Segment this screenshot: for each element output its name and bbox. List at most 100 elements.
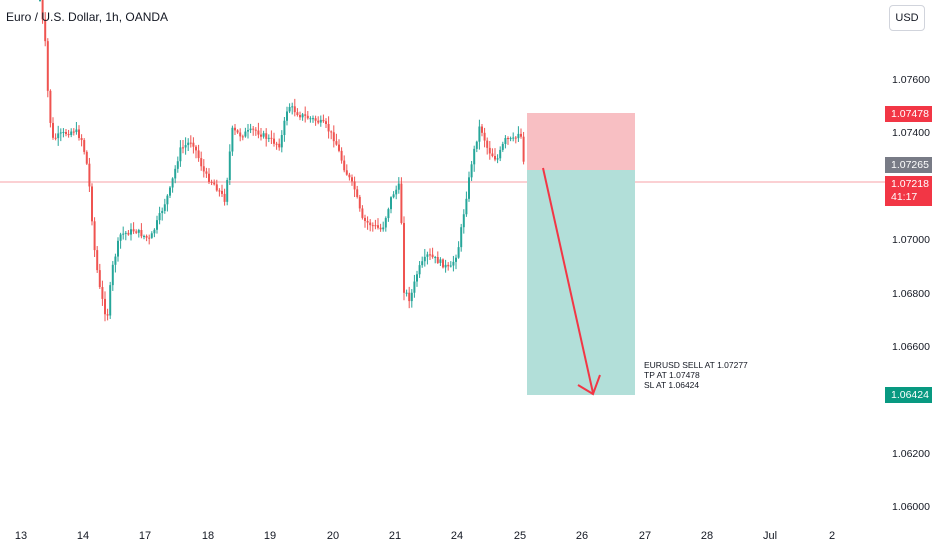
sell-arrow-head	[577, 374, 601, 396]
candle-body	[41, 0, 44, 20]
candle-body	[98, 270, 101, 288]
candle-body	[462, 214, 465, 228]
candle-body	[514, 137, 517, 139]
time-tick: 14	[76, 530, 90, 542]
candle-body	[135, 231, 138, 233]
candle-body	[442, 259, 444, 268]
candle-body	[210, 181, 213, 183]
candle-body	[314, 118, 317, 121]
time-tick: 17	[138, 530, 152, 542]
candle-body	[377, 225, 379, 228]
candle-body	[119, 234, 122, 241]
price-tick: 1.06600	[892, 341, 930, 353]
candle-body	[153, 229, 156, 234]
candle-body	[202, 166, 205, 172]
current-price-value: 1.07218	[891, 178, 929, 190]
candle-body	[91, 186, 93, 222]
candle-body	[200, 158, 203, 167]
time-tick: 20	[326, 530, 340, 542]
candle-body	[52, 122, 54, 138]
candle-body	[348, 174, 351, 178]
candle-body	[62, 132, 65, 134]
candle-body	[382, 227, 385, 230]
candle-body	[148, 237, 151, 239]
candle-body	[426, 254, 429, 257]
candle-body	[361, 208, 364, 218]
candle-body	[231, 127, 234, 152]
candle-body	[265, 133, 268, 139]
candle-body	[317, 120, 320, 123]
price-tick: 1.07600	[892, 74, 930, 86]
candle-body	[65, 132, 67, 135]
candle-body	[54, 137, 57, 139]
candle-body	[270, 137, 273, 139]
candle-body	[408, 292, 411, 302]
candle-body	[309, 118, 312, 120]
candle-body	[522, 136, 525, 162]
currency-button[interactable]: USD	[889, 5, 925, 31]
candle-body	[156, 220, 158, 230]
candle-body	[429, 254, 431, 256]
candle-body	[223, 193, 226, 202]
bar-countdown: 41:17	[891, 191, 918, 203]
candle-body	[75, 129, 78, 133]
candle-body	[322, 119, 325, 122]
candle-body	[364, 217, 366, 221]
candle-body	[280, 135, 283, 148]
time-tick: 24	[450, 530, 464, 542]
candle-body	[257, 130, 260, 135]
trade-note: EURUSD SELL AT 1.07277 TP AT 1.07478 SL …	[644, 360, 748, 390]
candle-body	[228, 151, 231, 180]
candle-body	[423, 256, 426, 262]
candle-body	[260, 134, 262, 137]
note-line: SL AT 1.06424	[644, 380, 700, 390]
candle-body	[114, 256, 117, 265]
time-tick: 2	[828, 530, 836, 542]
candle-body	[455, 257, 457, 262]
time-tick: 13	[14, 530, 28, 542]
candle-body	[109, 285, 112, 316]
candle-body	[49, 90, 52, 123]
candle-body	[366, 220, 369, 223]
candle-body	[338, 144, 340, 151]
candle-body	[286, 111, 288, 121]
candle-body	[171, 178, 174, 188]
time-tick: 21	[388, 530, 402, 542]
entry-tag: 1.07265	[885, 157, 932, 173]
candle-body	[192, 142, 195, 147]
candle-body	[226, 179, 229, 202]
candle-body	[57, 133, 60, 139]
price-tick: 1.06800	[892, 288, 930, 300]
candle-body	[390, 197, 392, 210]
candle-body	[122, 233, 125, 235]
candle-body	[468, 177, 470, 199]
candle-body	[111, 264, 114, 286]
price-tick: 1.07400	[892, 127, 930, 139]
time-tick: 18	[201, 530, 215, 542]
candle-body	[296, 112, 299, 116]
time-tick: 19	[263, 530, 277, 542]
candle-body	[330, 131, 333, 133]
candle-body	[80, 138, 83, 141]
candle-body	[501, 143, 504, 150]
candle-body	[140, 230, 143, 237]
candle-body	[293, 106, 296, 113]
candle-body	[457, 247, 460, 258]
candle-body	[130, 229, 132, 235]
candle-body	[340, 150, 343, 161]
candle-body	[249, 128, 252, 131]
candle-body	[517, 133, 520, 139]
price-tick: 1.06000	[892, 501, 930, 513]
candle-body	[421, 261, 424, 266]
candle-body	[356, 189, 359, 197]
candle-body	[83, 140, 86, 152]
note-line: TP AT 1.07478	[644, 370, 700, 380]
sell-arrow-line	[542, 167, 594, 394]
candle-body	[262, 133, 265, 137]
candle-body	[460, 227, 463, 248]
candle-body	[400, 183, 403, 223]
candle-body	[327, 124, 330, 132]
candle-body	[291, 106, 294, 108]
